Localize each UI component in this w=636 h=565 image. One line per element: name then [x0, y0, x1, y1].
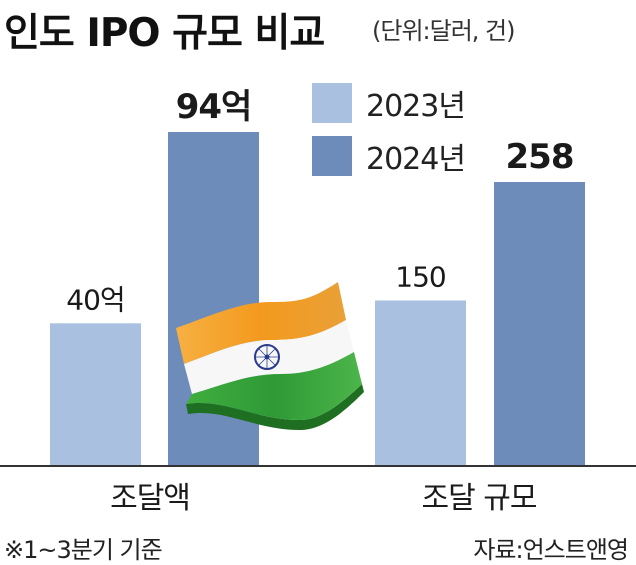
unit-label: (단위:달러, 건): [372, 17, 515, 45]
data-label-2024-count: 258: [506, 137, 574, 177]
bar-2023-amount: [50, 323, 141, 465]
footnote: ※1~3분기 기준: [4, 536, 163, 564]
source-credit: 자료:언스트앤영: [473, 536, 629, 564]
bar-2023-count: [375, 300, 466, 465]
legend-item-2024: 2024년: [312, 134, 466, 178]
legend-swatch-2023: [312, 83, 352, 123]
data-label-2023-amount: 40억: [66, 283, 124, 316]
legend-swatch-2024: [312, 136, 352, 176]
category-label-count: 조달 규모: [422, 481, 537, 516]
data-label-2024-amount: 94억: [176, 87, 252, 127]
bar-2024-count: [494, 182, 585, 465]
chart-title: 인도 IPO 규모 비교: [4, 11, 325, 56]
legend-label-2024: 2024년: [366, 142, 466, 177]
category-label-amount: 조달액: [110, 481, 190, 516]
legend-item-2023: 2023년: [312, 81, 466, 125]
data-label-2023-count: 150: [395, 260, 445, 293]
legend-label-2023: 2023년: [366, 89, 466, 124]
